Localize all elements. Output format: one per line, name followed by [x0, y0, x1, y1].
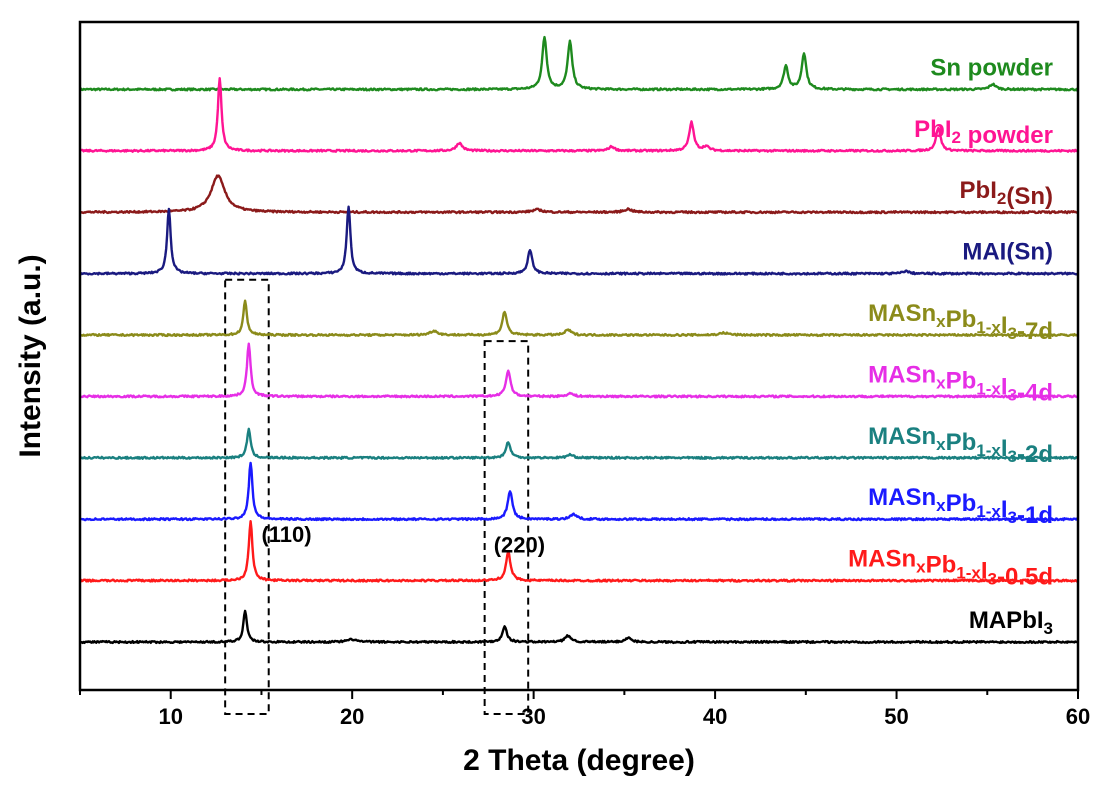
peak-label-1: (110) [261, 522, 311, 547]
x-tick-label: 50 [884, 704, 908, 729]
series-line-2 [79, 77, 1079, 153]
series-label-5: MASnxPb1-xI3-7d [868, 300, 1053, 345]
series-line-4 [78, 205, 1079, 276]
x-axis: 10 20 30 40 50 60 [79, 690, 1090, 729]
series-line-6 [79, 342, 1079, 399]
highlight-box-1 [224, 278, 270, 716]
x-tick-label: 30 [521, 704, 545, 729]
y-axis-title: Intensity (a.u.) [14, 254, 47, 457]
series-label-8: MASnxPb1-xI3-1d [868, 484, 1053, 529]
x-axis-title: 2 Theta (degree) [463, 744, 695, 777]
series-label-7: MASnxPb1-xI3-2d [868, 423, 1053, 468]
series-line-8 [79, 461, 1079, 522]
plot-area [78, 35, 1080, 716]
series-label-10: MAPbI3 [969, 607, 1053, 638]
series-label-6: MASnxPb1-xI3-4d [868, 361, 1053, 406]
x-tick-label: 10 [158, 704, 182, 729]
series-label-4: MAI(Sn) [962, 239, 1053, 266]
series-line-5 [79, 299, 1079, 338]
series-line-10 [79, 609, 1079, 645]
series-label-1: Sn powder [930, 54, 1053, 81]
series-line-1 [78, 35, 1079, 92]
series-line-3 [79, 174, 1079, 215]
x-tick-label: 20 [340, 704, 364, 729]
peak-label-2: (220) [494, 532, 545, 557]
x-tick-label: 40 [703, 704, 727, 729]
series-line-9 [79, 520, 1080, 583]
series-line-7 [79, 427, 1079, 460]
series-label-3: PbI2(Sn) [960, 177, 1053, 210]
series-labels: Sn powder PbI2 powder PbI2(Sn) MAI(Sn) MASnx… [261, 54, 1053, 638]
series-label-9: MASnxPb1-xI3-0.5d [848, 546, 1053, 591]
x-tick-label: 60 [1066, 704, 1090, 729]
series-label-2: PbI2 powder [914, 116, 1053, 149]
plot-frame [78, 20, 1080, 692]
highlight-box-2 [483, 340, 530, 716]
